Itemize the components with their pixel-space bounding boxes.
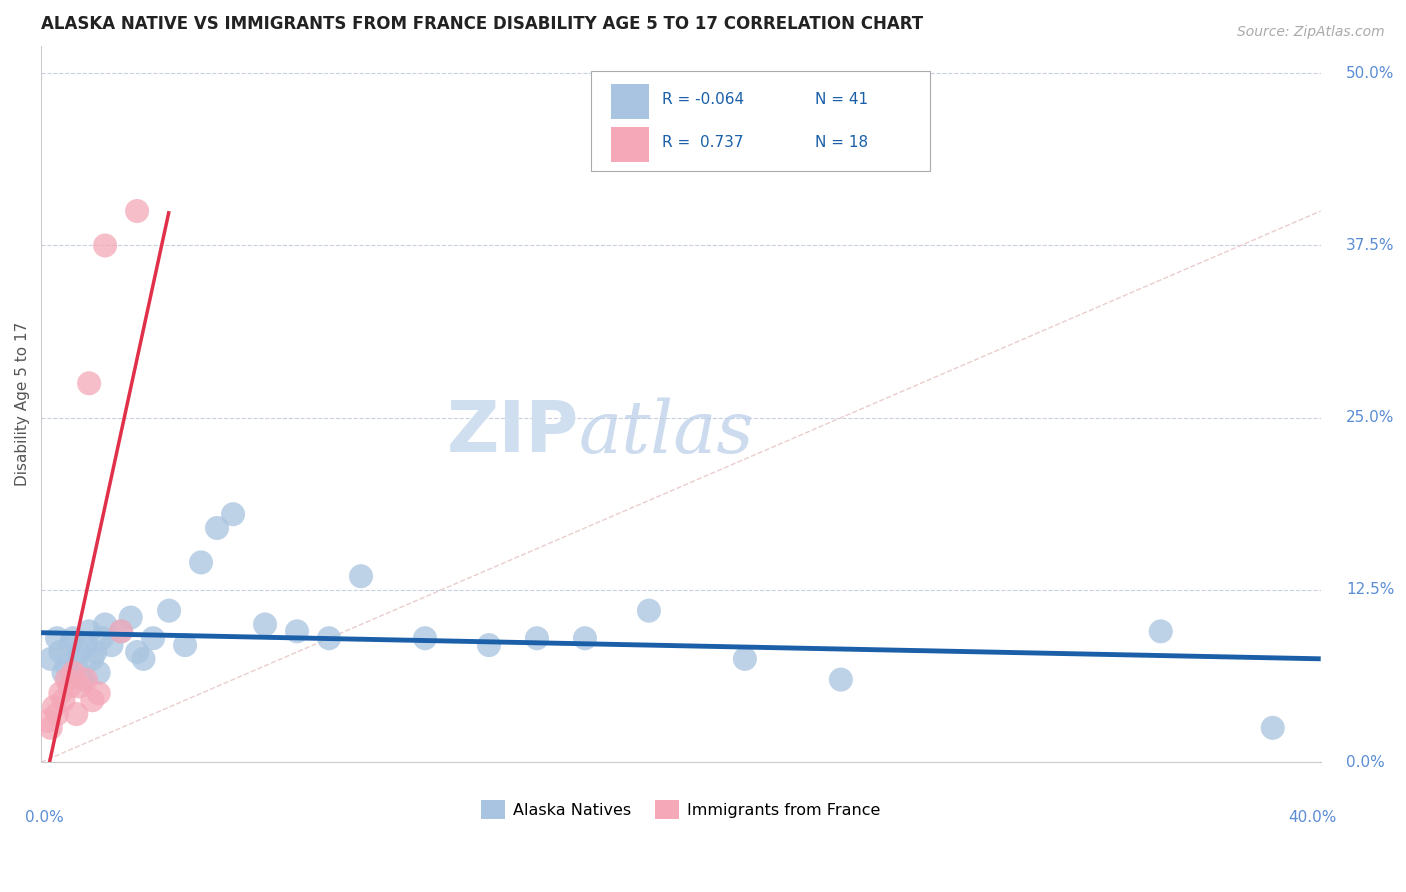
Text: 40.0%: 40.0% (1288, 811, 1337, 825)
Point (52, 693, 75, 707)
Text: N = 41: N = 41 (815, 92, 869, 107)
Point (254, 617, 277, 632)
Point (87, 686, 110, 700)
Point (69, 680, 91, 694)
Point (125, 204, 148, 219)
Point (174, 638, 197, 652)
Point (42, 700, 65, 714)
Point (350, 569, 373, 583)
Point (90, 632, 112, 646)
Point (75, 673, 97, 687)
Text: 0.0%: 0.0% (25, 811, 63, 825)
Point (100, 638, 122, 652)
Point (82, 693, 104, 707)
Point (52, 665, 75, 680)
Point (65, 706, 87, 721)
Point (413, 632, 436, 646)
Point (84, 645, 107, 659)
Point (285, 624, 308, 639)
FancyBboxPatch shape (610, 84, 650, 120)
Point (39, 652, 62, 666)
Point (55, 658, 77, 673)
Text: 50.0%: 50.0% (1347, 66, 1395, 81)
Point (318, 632, 340, 646)
Point (157, 604, 180, 618)
Text: Source: ZipAtlas.com: Source: ZipAtlas.com (1237, 25, 1385, 39)
Point (62, 632, 84, 646)
Point (526, 632, 548, 646)
Point (72, 673, 94, 687)
Text: N = 18: N = 18 (815, 135, 869, 150)
Point (77, 624, 100, 639)
Point (574, 632, 596, 646)
Point (478, 638, 501, 652)
Point (46, 706, 69, 721)
FancyBboxPatch shape (610, 127, 650, 162)
Point (222, 507, 245, 521)
Point (77, 376, 100, 391)
Point (46, 632, 69, 646)
FancyBboxPatch shape (592, 70, 931, 171)
Point (638, 604, 661, 618)
Point (37, 714, 59, 728)
Point (132, 652, 155, 666)
Point (142, 632, 165, 646)
Text: 37.5%: 37.5% (1347, 238, 1395, 253)
Point (94, 238, 117, 252)
Point (110, 624, 132, 639)
Text: R =  0.737: R = 0.737 (662, 135, 744, 150)
Point (120, 610, 142, 624)
Point (205, 521, 228, 535)
Text: atlas: atlas (578, 397, 754, 468)
Y-axis label: Disability Age 5 to 17: Disability Age 5 to 17 (15, 322, 30, 486)
Point (59, 638, 82, 652)
Point (49, 686, 72, 700)
Point (734, 652, 756, 666)
Text: 25.0%: 25.0% (1347, 410, 1395, 425)
Text: 12.5%: 12.5% (1347, 582, 1395, 598)
Text: ALASKA NATIVE VS IMMIGRANTS FROM FRANCE DISABILITY AGE 5 TO 17 CORRELATION CHART: ALASKA NATIVE VS IMMIGRANTS FROM FRANCE … (41, 15, 924, 33)
Point (62, 665, 84, 680)
Text: 0.0%: 0.0% (1347, 755, 1385, 770)
Point (39, 721, 62, 735)
Point (94, 617, 117, 632)
Point (49, 645, 72, 659)
Point (69, 645, 91, 659)
Point (65, 658, 87, 673)
Point (125, 645, 148, 659)
Legend: Alaska Natives, Immigrants from France: Alaska Natives, Immigrants from France (481, 800, 880, 819)
Text: ZIP: ZIP (446, 398, 578, 467)
Point (82, 652, 104, 666)
Point (830, 673, 852, 687)
Point (59, 680, 82, 694)
Point (1261, 721, 1284, 735)
Point (110, 624, 132, 639)
Point (75, 638, 97, 652)
Point (87, 665, 110, 680)
Point (55, 673, 77, 687)
Point (190, 556, 212, 570)
Text: R = -0.064: R = -0.064 (662, 92, 744, 107)
Point (1150, 624, 1173, 639)
